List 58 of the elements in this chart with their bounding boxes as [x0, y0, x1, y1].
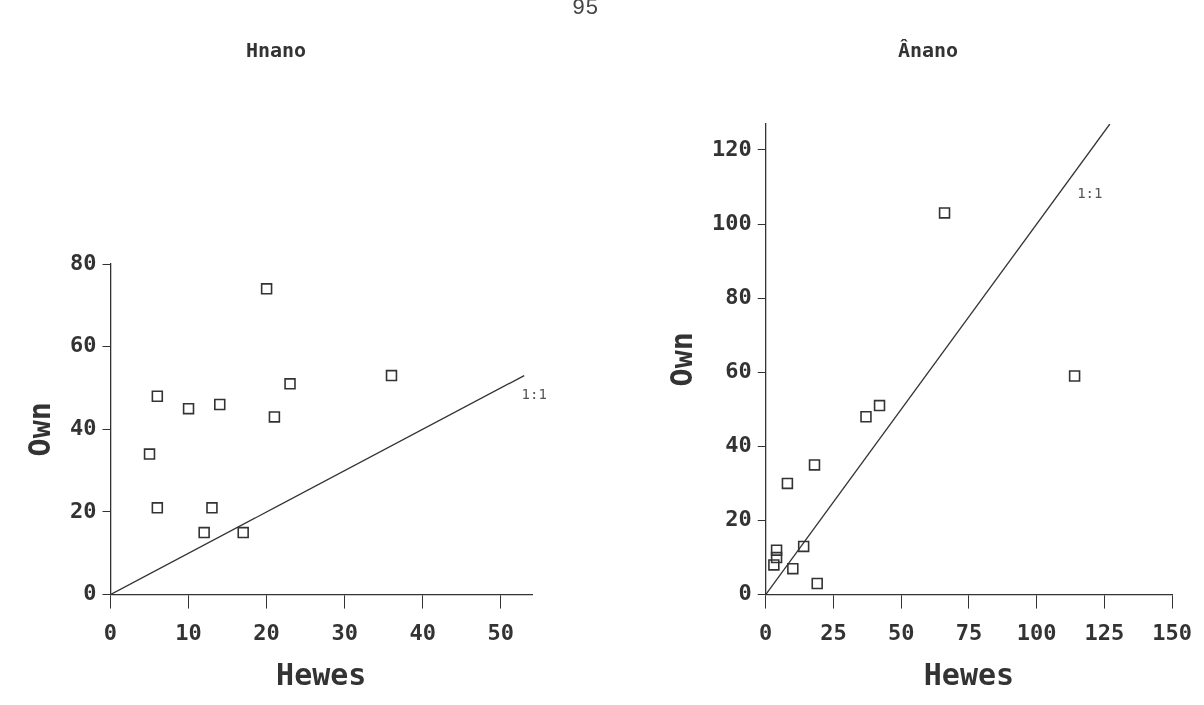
annotation: 1:1: [1077, 184, 1103, 201]
y-tick-label: 120: [711, 135, 752, 161]
y-axis-title: Own: [663, 332, 699, 387]
point: [143, 448, 156, 460]
x-tick-label: 150: [1152, 619, 1193, 645]
x-axis-title: Hewes: [276, 656, 367, 692]
point: [811, 577, 823, 590]
y-tick-label: 40: [725, 432, 752, 458]
text: 95: [572, 0, 599, 21]
point: [385, 369, 398, 382]
point: [260, 283, 273, 295]
x-tick-label: 50: [887, 619, 915, 645]
point: [237, 526, 249, 539]
y-tick-label: 60: [725, 357, 752, 383]
point: [1068, 370, 1081, 382]
point: [198, 526, 210, 539]
point: [214, 398, 226, 411]
y-tick-label: 60: [69, 332, 97, 358]
point: [938, 207, 951, 219]
x-axis-title: Hewes: [923, 656, 1015, 692]
point: [873, 399, 886, 412]
point: [268, 411, 281, 423]
y-tick-label: 20: [725, 506, 752, 532]
x-tick-label: 40: [409, 619, 436, 645]
x-tick-label: 30: [331, 619, 358, 645]
point: [860, 410, 872, 423]
x-tick-label: 0: [759, 619, 773, 645]
x-tick-label: 75: [955, 619, 983, 645]
y-tick-label: 100: [711, 209, 752, 235]
point: [768, 559, 780, 571]
point: [797, 540, 810, 553]
point: [182, 402, 195, 415]
x-tick-label: 0: [103, 619, 118, 645]
y-tick-label: 0: [738, 580, 752, 606]
point: [151, 390, 164, 402]
x-tick-label: 100: [1016, 619, 1057, 645]
y-tick-label: 0: [83, 580, 97, 606]
y-tick-label: 80: [725, 283, 752, 309]
y-tick-label: 20: [69, 497, 97, 523]
point: [151, 502, 164, 514]
annotation: 1:1: [521, 386, 547, 403]
y-tick-label: 80: [69, 249, 97, 275]
point: [781, 477, 794, 490]
point: [770, 544, 783, 556]
point: [206, 502, 218, 514]
chart-title: Hnano: [245, 38, 307, 63]
x-tick-label: 10: [175, 619, 202, 645]
point: [284, 378, 296, 390]
chart-title: Ânano: [897, 38, 959, 63]
x-tick-label: 50: [487, 619, 515, 645]
x-tick-label: 20: [253, 619, 280, 645]
point: [770, 551, 783, 564]
y-tick-label: 40: [69, 415, 97, 441]
x-tick-label: 125: [1084, 619, 1125, 645]
y-axis-title: Own: [21, 402, 57, 457]
point: [787, 562, 799, 575]
x-tick-label: 25: [820, 619, 847, 645]
point: [808, 459, 821, 471]
